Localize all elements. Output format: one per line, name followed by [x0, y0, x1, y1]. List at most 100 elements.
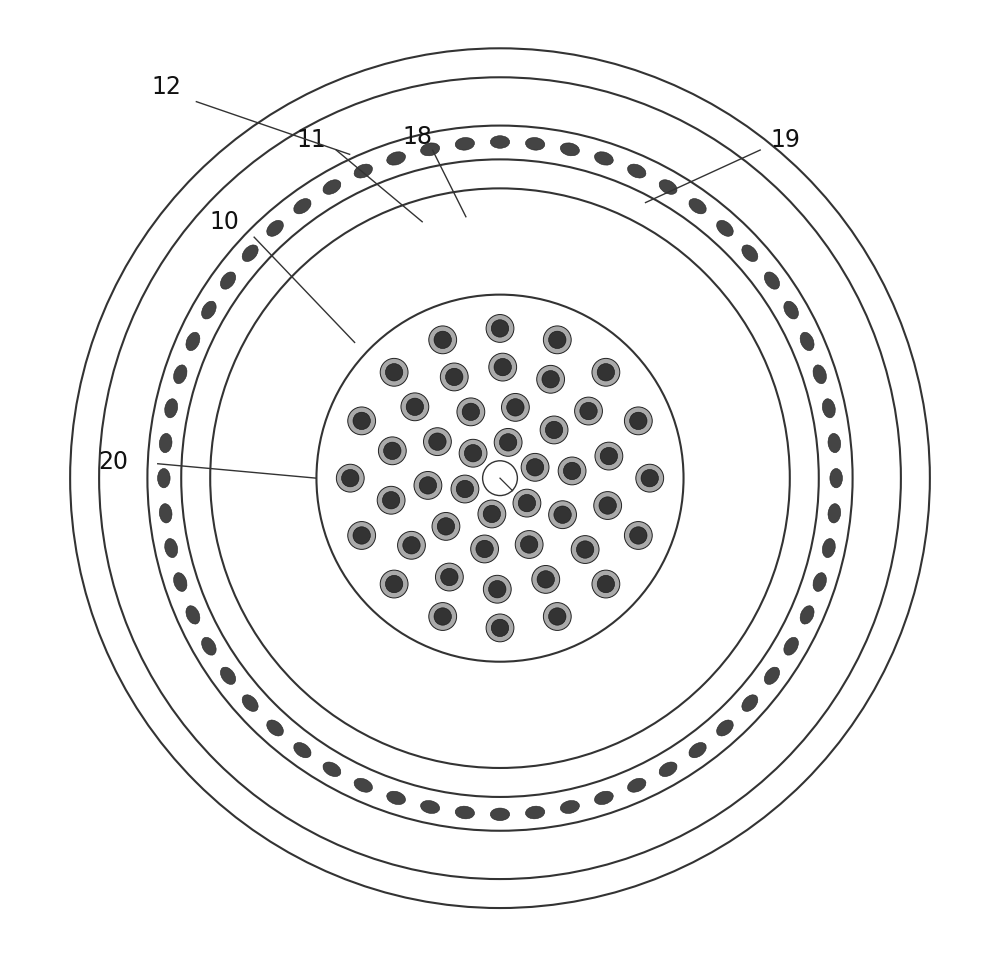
Circle shape	[440, 363, 468, 391]
Circle shape	[446, 368, 463, 385]
Ellipse shape	[294, 199, 311, 213]
Ellipse shape	[267, 220, 283, 237]
Circle shape	[540, 416, 568, 443]
Circle shape	[491, 619, 509, 637]
Ellipse shape	[689, 743, 706, 757]
Ellipse shape	[490, 135, 510, 148]
Circle shape	[382, 492, 400, 509]
Circle shape	[462, 403, 480, 420]
Circle shape	[406, 398, 424, 415]
Circle shape	[518, 495, 536, 512]
Circle shape	[630, 412, 647, 430]
Circle shape	[636, 465, 664, 492]
Circle shape	[558, 457, 586, 485]
Circle shape	[599, 497, 616, 514]
Ellipse shape	[742, 695, 758, 711]
Ellipse shape	[822, 538, 835, 557]
Circle shape	[513, 489, 541, 517]
Ellipse shape	[186, 606, 200, 624]
Ellipse shape	[717, 720, 733, 736]
Circle shape	[624, 407, 652, 435]
Ellipse shape	[526, 807, 545, 819]
Circle shape	[437, 518, 455, 535]
Ellipse shape	[242, 245, 258, 262]
Text: 11: 11	[297, 128, 327, 152]
Ellipse shape	[764, 272, 780, 289]
Ellipse shape	[594, 791, 613, 805]
Circle shape	[429, 603, 457, 631]
Circle shape	[641, 469, 658, 487]
Circle shape	[419, 476, 437, 494]
Circle shape	[526, 459, 544, 476]
Circle shape	[491, 320, 509, 337]
Circle shape	[489, 581, 506, 598]
Circle shape	[348, 407, 376, 435]
Circle shape	[521, 453, 549, 481]
Ellipse shape	[659, 762, 677, 777]
Text: 10: 10	[210, 211, 240, 234]
Circle shape	[459, 440, 487, 468]
Ellipse shape	[186, 332, 200, 351]
Circle shape	[353, 412, 370, 430]
Circle shape	[592, 570, 620, 598]
Circle shape	[576, 541, 594, 558]
Circle shape	[398, 531, 425, 559]
Ellipse shape	[158, 469, 170, 488]
Ellipse shape	[828, 503, 841, 523]
Ellipse shape	[159, 434, 172, 453]
Circle shape	[537, 365, 565, 393]
Circle shape	[549, 331, 566, 349]
Circle shape	[595, 442, 623, 470]
Circle shape	[378, 437, 406, 465]
Circle shape	[580, 403, 597, 420]
Circle shape	[451, 475, 479, 503]
Circle shape	[549, 608, 566, 625]
Ellipse shape	[800, 332, 814, 351]
Ellipse shape	[689, 199, 706, 213]
Ellipse shape	[594, 152, 613, 165]
Text: 12: 12	[152, 75, 182, 99]
Ellipse shape	[387, 152, 406, 165]
Ellipse shape	[822, 399, 835, 418]
Circle shape	[571, 535, 599, 563]
Ellipse shape	[784, 301, 798, 319]
Text: 20: 20	[99, 450, 129, 473]
Circle shape	[543, 326, 571, 354]
Circle shape	[464, 444, 482, 462]
Ellipse shape	[220, 272, 236, 289]
Text: 19: 19	[770, 128, 800, 152]
Ellipse shape	[764, 668, 780, 684]
Ellipse shape	[323, 180, 341, 194]
Circle shape	[471, 535, 499, 563]
Circle shape	[348, 522, 376, 550]
Ellipse shape	[421, 143, 440, 156]
Ellipse shape	[813, 365, 826, 384]
Circle shape	[507, 399, 524, 416]
Circle shape	[597, 576, 615, 593]
Circle shape	[384, 442, 401, 460]
Circle shape	[377, 486, 405, 514]
Circle shape	[563, 463, 581, 480]
Circle shape	[549, 500, 576, 528]
Ellipse shape	[628, 779, 646, 792]
Ellipse shape	[628, 164, 646, 178]
Circle shape	[441, 568, 458, 585]
Circle shape	[575, 397, 602, 425]
Ellipse shape	[323, 762, 341, 777]
Circle shape	[434, 608, 451, 625]
Circle shape	[592, 358, 620, 386]
Circle shape	[624, 522, 652, 550]
Circle shape	[483, 505, 501, 523]
Circle shape	[532, 565, 560, 593]
Circle shape	[494, 358, 511, 376]
Ellipse shape	[159, 503, 172, 523]
Circle shape	[414, 471, 442, 499]
Circle shape	[429, 326, 457, 354]
Ellipse shape	[165, 538, 178, 557]
Ellipse shape	[354, 164, 372, 178]
Ellipse shape	[830, 469, 842, 488]
Ellipse shape	[717, 220, 733, 237]
Ellipse shape	[526, 137, 545, 150]
Circle shape	[489, 354, 517, 381]
Circle shape	[342, 469, 359, 487]
